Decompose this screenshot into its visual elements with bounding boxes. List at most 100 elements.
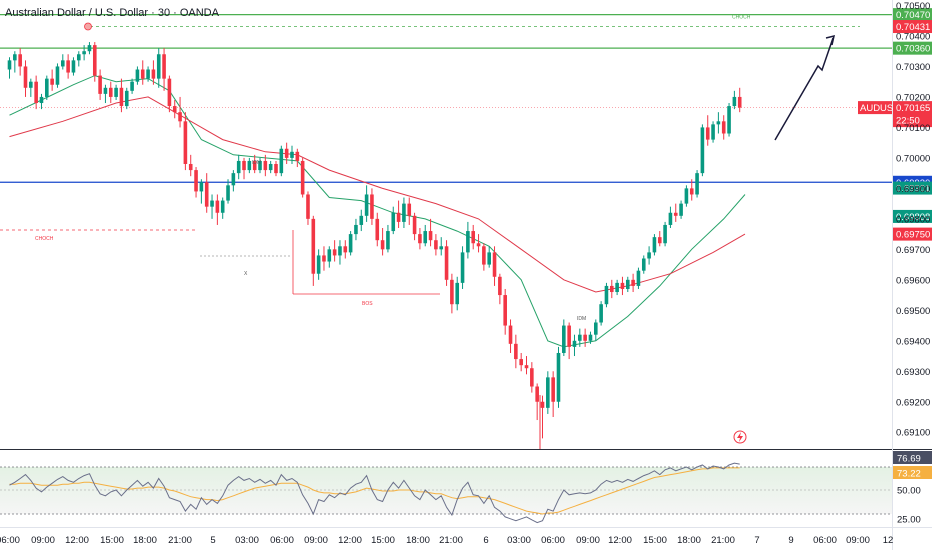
candle-body bbox=[615, 282, 619, 293]
price-tick-label: 0.69400 bbox=[896, 336, 930, 347]
candle-body bbox=[66, 60, 70, 73]
swing-high-marker[interactable] bbox=[84, 22, 92, 31]
candle-body bbox=[263, 160, 268, 171]
lightning-icon[interactable] bbox=[733, 430, 747, 444]
candle-body bbox=[295, 151, 300, 161]
candle-body bbox=[50, 78, 54, 85]
candle-body bbox=[375, 218, 380, 241]
time-tick-label: 06:00 bbox=[270, 535, 294, 546]
time-tick-label: 18:00 bbox=[677, 535, 701, 546]
candle-body bbox=[391, 212, 396, 232]
price-tick-label: 0.69200 bbox=[896, 397, 930, 408]
price-tick-label: 0.69700 bbox=[896, 245, 930, 256]
annotation-choch_top: CHOCH bbox=[732, 15, 751, 21]
candle-body bbox=[482, 246, 486, 265]
candle-body bbox=[215, 200, 220, 213]
candle-body bbox=[700, 127, 705, 174]
time-axis[interactable]: 06:00 09:00 12:00 15:00 18:00 21:00 5 03:00 06:0… bbox=[0, 535, 893, 546]
candle-body bbox=[386, 231, 390, 250]
candle-body bbox=[636, 270, 641, 286]
candle-body bbox=[7, 60, 12, 70]
rsi-value-label: 73.22 bbox=[897, 469, 921, 480]
time-tick-label: 03:00 bbox=[507, 535, 531, 546]
rsi-axis[interactable]: 76.69 73.22 50.00 25.00 bbox=[893, 451, 932, 526]
candle-body bbox=[737, 96, 742, 108]
candle-body bbox=[716, 121, 721, 125]
symbol-badge[interactable] bbox=[858, 101, 892, 115]
candle-body bbox=[503, 295, 507, 326]
candle-body bbox=[567, 325, 571, 347]
rsi-value-label: 76.69 bbox=[897, 454, 921, 465]
level-badge bbox=[893, 8, 932, 22]
current-price-badge[interactable] bbox=[893, 101, 932, 128]
candle-body bbox=[679, 203, 683, 216]
candle-body bbox=[45, 78, 49, 97]
time-tick-label: 7 bbox=[754, 535, 759, 546]
candle-body bbox=[471, 231, 476, 244]
candle-body bbox=[178, 112, 182, 122]
candle-body bbox=[412, 215, 417, 235]
candle-body bbox=[407, 203, 412, 216]
rsi-level-label: 25.00 bbox=[897, 515, 921, 526]
candle-body bbox=[338, 246, 342, 256]
candle-body bbox=[476, 243, 481, 247]
candle-body bbox=[279, 148, 284, 174]
rsi-value-badge bbox=[893, 466, 932, 479]
annotations: CHOCH CHOCH IDM IDM BOS X bbox=[35, 15, 835, 449]
annotation-x_mark: X bbox=[244, 271, 248, 277]
time-tick-label: 06:00 bbox=[541, 535, 565, 546]
price-tick-label: 0.70300 bbox=[896, 62, 930, 73]
candle-body bbox=[108, 87, 113, 97]
candle-body bbox=[130, 81, 134, 91]
candle-body bbox=[519, 359, 523, 366]
candle-body bbox=[535, 386, 539, 402]
candle-body bbox=[556, 352, 561, 402]
price-tick-label: 0.70000 bbox=[896, 153, 930, 164]
price-tick-label: 0.69600 bbox=[896, 275, 930, 286]
candle-body bbox=[652, 237, 657, 253]
candle-body bbox=[354, 224, 358, 235]
price-tick-label: 0.70100 bbox=[896, 123, 930, 134]
candle-body bbox=[226, 185, 230, 201]
annotation-idm_2: IDM bbox=[577, 316, 586, 322]
time-tick-label: 21:00 bbox=[439, 535, 463, 546]
price-tick-label: 0.70500 bbox=[896, 1, 930, 12]
price-pane[interactable] bbox=[0, 0, 892, 449]
price-tick-label: 0.69300 bbox=[896, 367, 930, 378]
candle-body bbox=[487, 252, 491, 265]
candle-body bbox=[343, 246, 348, 253]
projection-path[interactable] bbox=[774, 37, 834, 141]
candle-body bbox=[92, 45, 97, 76]
price-axis[interactable]: 0.70500 0.70400 0.70300 0.70200 0.70100 0.700… bbox=[896, 1, 930, 439]
rsi-value-badge bbox=[893, 451, 932, 464]
rsi-level-label: 50.00 bbox=[897, 486, 921, 497]
candle-body bbox=[370, 194, 374, 219]
candle-body bbox=[498, 276, 502, 296]
candle-body bbox=[402, 203, 406, 222]
candle-body bbox=[23, 66, 28, 88]
candle-body bbox=[39, 96, 44, 104]
candle-body bbox=[540, 401, 545, 408]
candle-body bbox=[418, 234, 422, 244]
candle-body bbox=[450, 279, 454, 305]
time-tick-label: 09:00 bbox=[31, 535, 55, 546]
time-tick-label: 9 bbox=[788, 535, 793, 546]
time-tick-label: 09:00 bbox=[846, 535, 870, 546]
candle-body bbox=[183, 121, 188, 164]
candle-body bbox=[508, 325, 513, 344]
level-badge bbox=[893, 41, 932, 55]
candle-body bbox=[434, 240, 438, 250]
price-tick-label: 0.70200 bbox=[896, 92, 930, 103]
time-tick-label: 6 bbox=[483, 535, 488, 546]
price-tick-label: 0.69800 bbox=[896, 214, 930, 225]
candle-body bbox=[492, 252, 497, 277]
candle-body bbox=[258, 160, 262, 171]
symbol-label: AUDUSD bbox=[860, 103, 900, 114]
candle-body bbox=[300, 160, 305, 195]
price-tick-label: 0.70400 bbox=[896, 31, 930, 42]
candle-body bbox=[695, 173, 699, 195]
candle-body bbox=[231, 173, 236, 186]
candle-body bbox=[306, 194, 310, 219]
candle-body bbox=[466, 231, 470, 253]
